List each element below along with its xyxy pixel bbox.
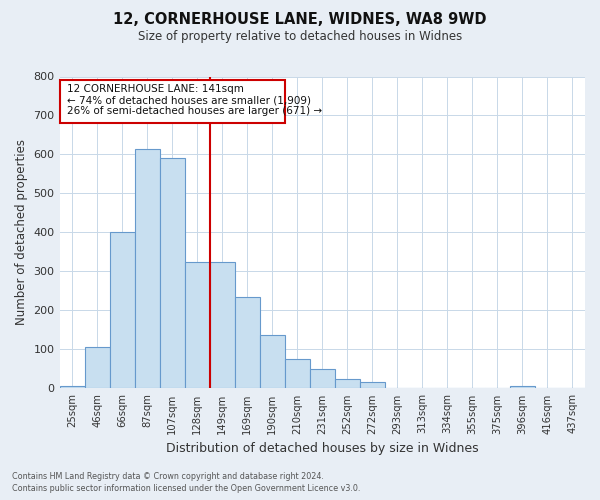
Bar	[59, 386, 85, 388]
Text: Contains HM Land Registry data © Crown copyright and database right 2024.: Contains HM Land Registry data © Crown c…	[12, 472, 324, 481]
Bar	[160, 158, 185, 388]
Text: ← 74% of detached houses are smaller (1,909): ← 74% of detached houses are smaller (1,…	[67, 95, 311, 105]
Bar	[310, 369, 335, 388]
Y-axis label: Number of detached properties: Number of detached properties	[15, 140, 28, 326]
Bar	[260, 334, 285, 388]
X-axis label: Distribution of detached houses by size in Widnes: Distribution of detached houses by size …	[166, 442, 479, 455]
Bar	[360, 382, 385, 388]
Text: 12, CORNERHOUSE LANE, WIDNES, WA8 9WD: 12, CORNERHOUSE LANE, WIDNES, WA8 9WD	[113, 12, 487, 28]
Bar	[134, 148, 160, 388]
Text: 26% of semi-detached houses are larger (671) →: 26% of semi-detached houses are larger (…	[67, 106, 322, 116]
Bar	[510, 386, 535, 388]
Bar	[285, 359, 310, 388]
Bar	[110, 232, 134, 388]
Bar	[185, 262, 209, 388]
Text: Contains public sector information licensed under the Open Government Licence v3: Contains public sector information licen…	[12, 484, 361, 493]
Text: 12 CORNERHOUSE LANE: 141sqm: 12 CORNERHOUSE LANE: 141sqm	[67, 84, 244, 94]
Bar	[335, 378, 360, 388]
Bar	[235, 297, 260, 388]
Bar	[209, 262, 235, 388]
Text: Size of property relative to detached houses in Widnes: Size of property relative to detached ho…	[138, 30, 462, 43]
Bar	[85, 348, 110, 389]
